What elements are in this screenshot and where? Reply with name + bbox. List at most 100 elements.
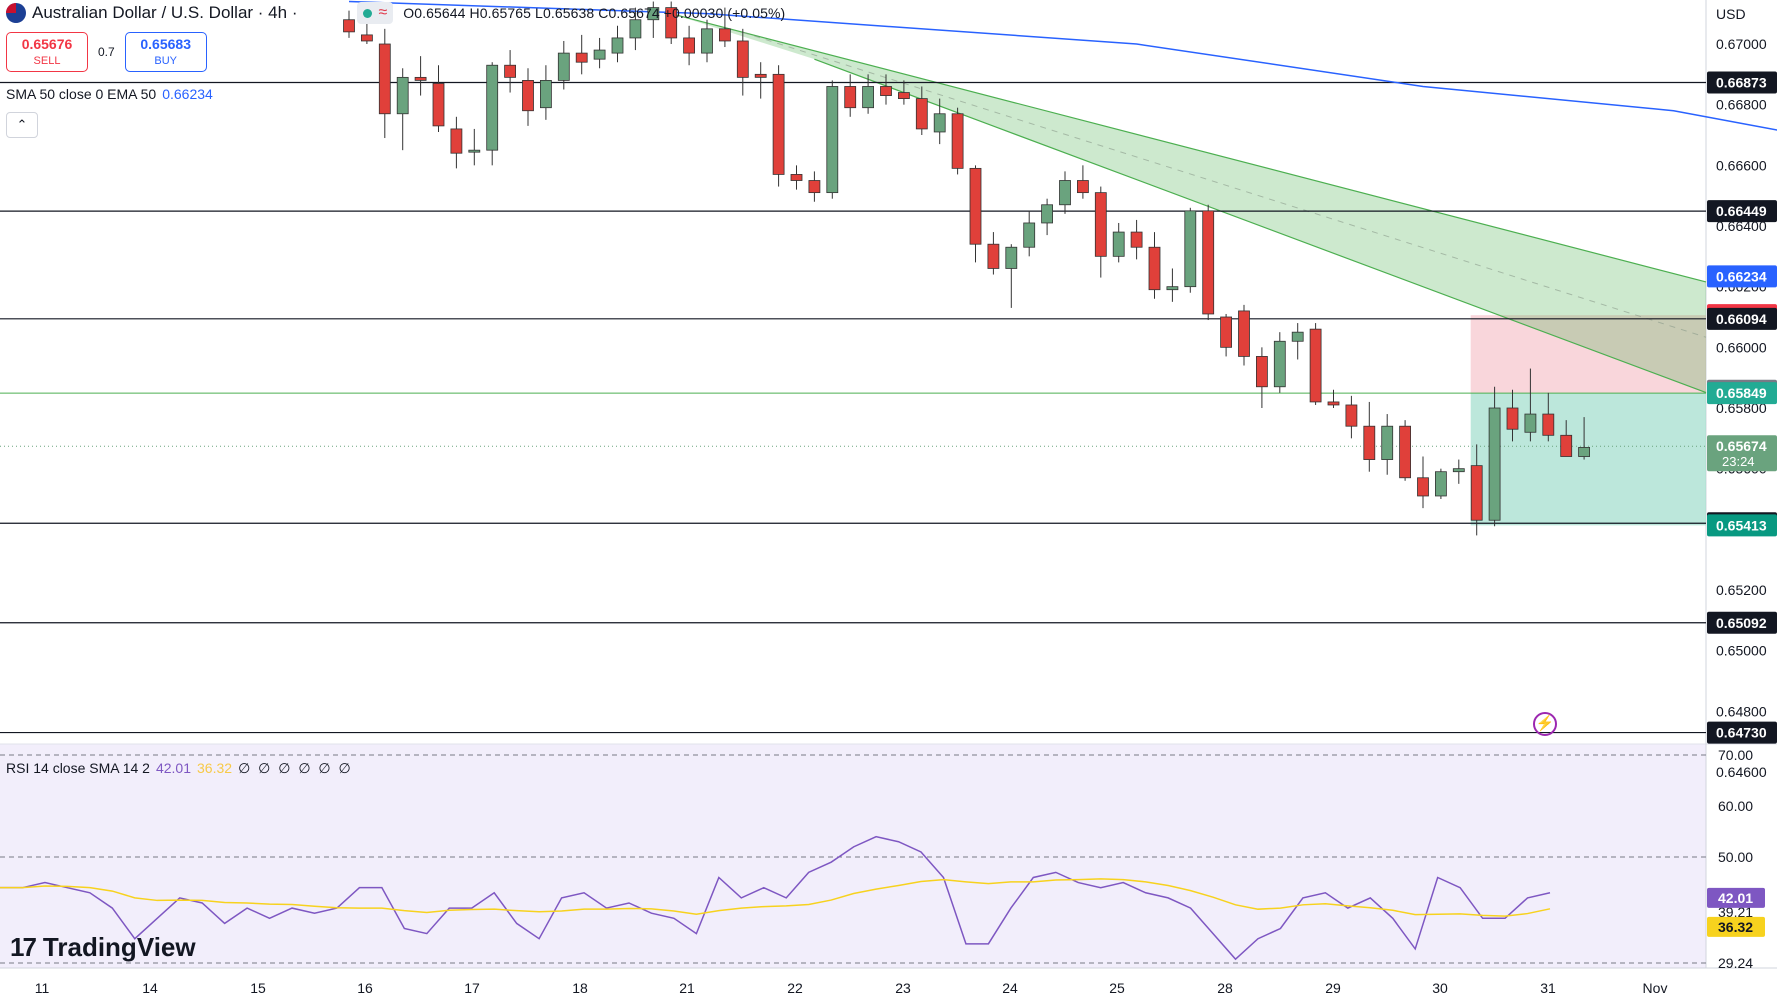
candle-body [396,76,409,115]
candle-body [898,92,910,99]
tradingview-logo[interactable]: 17 TradingView [10,932,196,963]
time-axis-label: 15 [250,980,266,996]
candle-body [933,113,946,133]
price-badge [1707,307,1777,330]
rsi-line [0,835,1551,961]
tradingview-logo-text: TradingView [42,932,196,962]
price-badge [1707,382,1777,405]
candle-body [1309,328,1322,403]
candle-body [754,73,767,78]
rsi-sma-legend-value: 36.32 [197,760,233,776]
lightning-icon[interactable]: ⚡ [1533,712,1557,736]
wave-icon: ≈ [378,4,388,21]
candle-body [1417,477,1429,497]
rsi-axis-label: 70.00 [1718,747,1753,763]
channel-lower-line [814,58,1707,394]
candle-body [844,86,857,109]
price-badge-label: 0.66449 [1716,203,1767,219]
candle-body [575,52,588,63]
sell-button[interactable]: 0.65676 SELL [6,32,88,72]
price-badge-label: 0.65092 [1716,615,1767,631]
candle-body [414,76,427,81]
candle-body [611,37,624,54]
time-axis-label: 29 [1325,980,1341,996]
candle-body [1399,425,1411,479]
candle-body [1005,246,1018,269]
ma-legend[interactable]: SMA 50 close 0 EMA 50 0.66234 [6,86,213,102]
collapse-legend-button[interactable]: ⌃ [6,112,38,138]
candle-body [450,128,463,154]
candle-body [1148,246,1161,291]
chart-header: Australian Dollar / U.S. Dollar · 4h · ≈… [0,0,785,26]
rsi-legend[interactable]: RSI 14 close SMA 14 2 42.01 36.32 ∅ ∅ ∅ ∅ ∅… [6,760,353,777]
candle-body [772,73,785,175]
candle-body [1542,413,1555,436]
rsi-axis-label: 29.24 [1718,955,1753,971]
price-badge [1707,514,1777,537]
price-badge [1707,611,1777,634]
candle-body [951,113,964,169]
candle-body [1094,192,1107,257]
symbol-title[interactable]: Australian Dollar / U.S. Dollar · 4h · [32,3,298,22]
candle-body [1059,180,1071,206]
rsi-sma-line [0,878,1551,917]
candle-body [701,28,713,54]
candle-body [486,64,499,151]
price-axis-label: 0.66600 [1716,157,1767,173]
buy-button[interactable]: 0.65683 BUY [124,32,207,72]
candle-body [1381,425,1394,460]
rsi-legend-empty: ∅ ∅ ∅ ∅ ∅ ∅ [238,760,353,776]
price-axis-label: 0.67000 [1716,36,1767,52]
trade-panel: 0.65676 SELL 0.7 0.65683 BUY [6,32,207,72]
candle-body [880,86,892,96]
time-axis-label: 22 [787,980,803,996]
price-axis-label: 0.64600 [1716,764,1767,780]
ema-50-line [348,0,1777,131]
candle-body [1488,407,1501,521]
currency-label: USD [1716,6,1746,22]
time-axis-label: 23 [895,980,911,996]
candle-body [969,167,982,245]
price-badge-label: 0.65413 [1716,517,1767,533]
rsi-sma-badge [1707,916,1765,937]
price-badge [1707,200,1777,223]
candle-body [1363,425,1376,460]
candle-body [915,98,928,130]
candles-group [343,1,1590,536]
candle-body [1023,222,1036,248]
candle-body [1220,316,1232,348]
candle-body [557,52,570,81]
candle-body [1435,471,1447,497]
candle-body [683,37,695,54]
candle-body [1130,231,1143,248]
candle-body [343,19,355,33]
candle-body [1166,286,1179,291]
time-axis-label: 11 [35,980,50,996]
candle-body [1077,180,1089,194]
price-badge-label: 0.65849 [1716,385,1767,401]
price-badge-label: 0.65674 [1716,438,1767,454]
candle-body [1578,447,1590,457]
rsi-legend-label: RSI 14 close SMA 14 2 [6,760,150,776]
candle-body [1506,407,1519,430]
candle-body [808,180,821,194]
rsi-legend-value: 42.01 [155,760,192,776]
candle-body [736,40,749,78]
market-status[interactable]: ≈ [357,2,394,24]
price-badge-label: 0.66234 [1716,268,1767,284]
ohlc-readout: O0.65644 H0.65765 L0.65638 C0.65674 +0.0… [403,5,786,21]
market-open-icon [363,8,373,18]
candle-body [862,86,874,109]
candle-body [378,43,391,115]
price-axis-label: 0.66800 [1716,97,1767,113]
price-badge-label: 0.64730 [1716,725,1767,741]
candle-body [665,7,678,39]
target-zone [1470,315,1706,394]
candle-body [719,28,731,42]
candle-body [360,34,373,42]
candle-body [987,243,1000,269]
channel-median-line [742,31,1707,338]
time-axis-label: 14 [142,980,158,996]
time-axis-label: 18 [572,980,588,996]
